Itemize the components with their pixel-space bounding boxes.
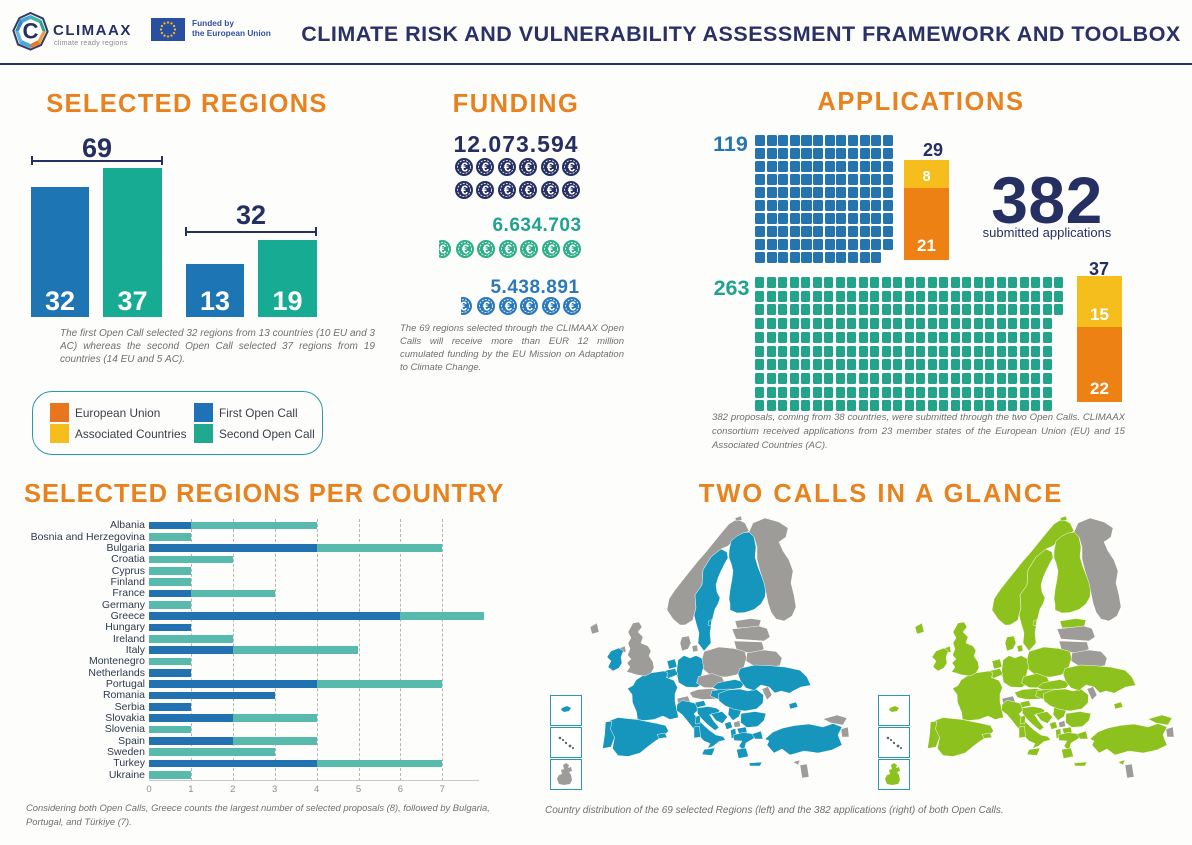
svg-text:€: € (439, 241, 446, 256)
svg-text:€: € (546, 159, 554, 174)
svg-text:€: € (504, 299, 512, 314)
svg-text:€: € (547, 299, 555, 314)
svg-text:€: € (569, 299, 577, 314)
svg-text:€: € (526, 299, 534, 314)
svg-text:€: € (568, 159, 576, 174)
svg-text:€: € (503, 159, 511, 174)
svg-text:€: € (526, 241, 534, 256)
svg-text:€: € (525, 159, 533, 174)
svg-text:€: € (461, 241, 469, 256)
svg-text:€: € (461, 299, 468, 314)
svg-text:€: € (569, 241, 577, 256)
svg-text:€: € (547, 241, 555, 256)
svg-text:€: € (482, 182, 490, 197)
svg-text:€: € (568, 182, 576, 197)
svg-text:€: € (483, 299, 491, 314)
svg-text:€: € (525, 182, 533, 197)
svg-text:€: € (460, 182, 468, 197)
svg-text:€: € (504, 241, 512, 256)
svg-text:C: C (22, 18, 38, 43)
svg-text:€: € (503, 182, 511, 197)
svg-text:€: € (482, 159, 490, 174)
svg-text:€: € (546, 182, 554, 197)
svg-text:€: € (483, 241, 491, 256)
svg-text:€: € (460, 159, 468, 174)
